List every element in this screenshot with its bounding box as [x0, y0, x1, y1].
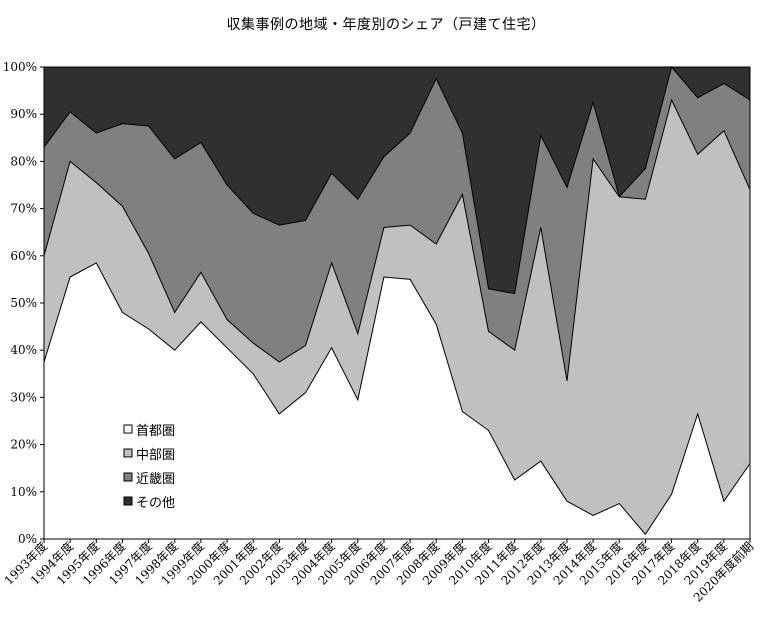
boundary-line-近畿圏	[43, 65, 751, 295]
boundary-line-中部圏	[43, 98, 751, 381]
y-tick-label: 60%	[10, 249, 37, 263]
y-tick-label: 70%	[10, 202, 37, 216]
y-tick-label: 100%	[3, 60, 37, 74]
boundary-line-首都圏	[43, 262, 751, 536]
legend-swatch	[123, 448, 133, 458]
y-tick-label: 80%	[10, 154, 37, 168]
y-tick-label: 90%	[10, 107, 37, 121]
area-近畿圏	[44, 67, 750, 381]
legend-label: その他	[136, 496, 175, 511]
legend-label: 首都圏	[136, 424, 175, 439]
legend-label: 中部圏	[136, 448, 175, 463]
area-その他	[44, 67, 750, 294]
legend-label: 近畿圏	[136, 472, 175, 487]
y-tick-label: 20%	[10, 438, 37, 452]
legend-swatch	[123, 472, 133, 482]
y-tick-label: 30%	[10, 390, 37, 404]
chart-title: 収集事例の地域・年度別のシェア（戸建て住宅）	[226, 17, 546, 33]
y-tick-label: 40%	[10, 343, 37, 357]
legend-swatch	[123, 424, 133, 434]
legend-swatch	[123, 496, 133, 506]
y-tick-label: 50%	[10, 296, 37, 310]
y-tick-label: 0%	[18, 532, 37, 546]
area-首都圏	[44, 262, 750, 539]
y-tick-label: 10%	[10, 485, 37, 499]
area-中部圏	[44, 100, 750, 535]
